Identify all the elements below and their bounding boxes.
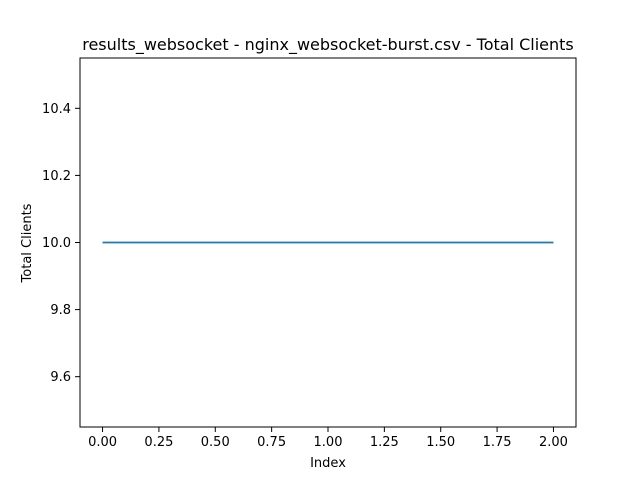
x-tick-label: 0.00 [88, 435, 117, 450]
x-tick-label: 0.25 [144, 435, 173, 450]
x-tick-label: 0.50 [201, 435, 230, 450]
x-tick-label: 1.25 [370, 435, 399, 450]
x-tick-label: 2.00 [539, 435, 568, 450]
y-tick-label: 9.8 [50, 303, 71, 318]
x-tick-label: 1.00 [314, 435, 343, 450]
plot-frame [79, 57, 577, 428]
y-tick-label: 10.2 [42, 169, 71, 184]
chart-title: results_websocket - nginx_websocket-burs… [82, 35, 574, 55]
y-tick-label: 10.4 [42, 102, 71, 117]
y-axis: 9.6 9.8 10.0 10.2 10.4 [42, 102, 80, 385]
y-tick-label: 9.6 [50, 370, 71, 385]
y-axis-label: Total Clients [20, 203, 35, 283]
x-tick-label: 1.50 [426, 435, 455, 450]
x-axis: 0.00 0.25 0.50 0.75 1.00 1.25 1.50 1.75 2.00 [88, 427, 568, 450]
y-tick-label: 10.0 [42, 236, 71, 251]
x-tick-label: 0.75 [257, 435, 286, 450]
x-axis-label: Index [310, 456, 346, 471]
plot-area: 0.00 0.25 0.50 0.75 1.00 1.25 1.50 1.75 2.00 9.6… [42, 57, 577, 450]
x-tick-label: 1.75 [483, 435, 512, 450]
